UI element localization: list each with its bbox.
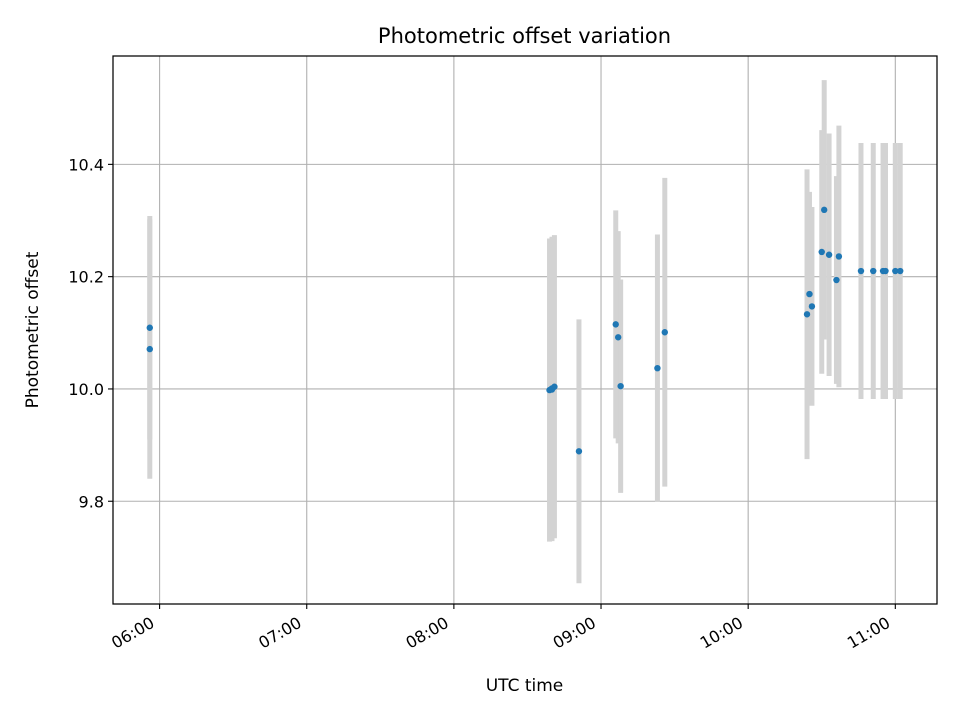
data-point xyxy=(612,321,619,328)
data-point xyxy=(614,334,622,341)
data-point xyxy=(146,345,153,353)
data-point xyxy=(820,206,828,214)
data-point xyxy=(654,364,661,372)
data-point xyxy=(835,253,843,260)
y-axis-label: Photometric offset xyxy=(23,251,43,408)
data-point xyxy=(146,324,153,331)
data-point xyxy=(870,267,877,275)
data-point xyxy=(882,267,889,275)
data-point xyxy=(806,290,813,298)
y-tick-label: 10.0 xyxy=(68,380,104,399)
y-tick-label: 10.2 xyxy=(68,268,104,287)
x-axis-label: UTC time xyxy=(486,676,564,696)
y-tick-label: 9.8 xyxy=(79,492,104,511)
data-point xyxy=(808,303,816,310)
data-point xyxy=(825,251,833,258)
data-point xyxy=(575,448,583,455)
data-point xyxy=(833,276,840,284)
data-point xyxy=(803,311,811,318)
data-point xyxy=(897,267,904,275)
y-tick-label: 10.4 xyxy=(68,155,104,174)
data-points xyxy=(146,206,904,455)
plot-frame xyxy=(112,55,938,605)
data-point xyxy=(892,267,899,275)
data-point xyxy=(857,267,865,275)
y-axis: 9.8 10.0 10.2 10.4 xyxy=(68,155,113,511)
data-point xyxy=(617,382,624,390)
data-point xyxy=(818,248,825,256)
data-point xyxy=(551,383,558,390)
chart-title: Photometric offset variation xyxy=(378,24,671,48)
data-point xyxy=(661,329,668,336)
